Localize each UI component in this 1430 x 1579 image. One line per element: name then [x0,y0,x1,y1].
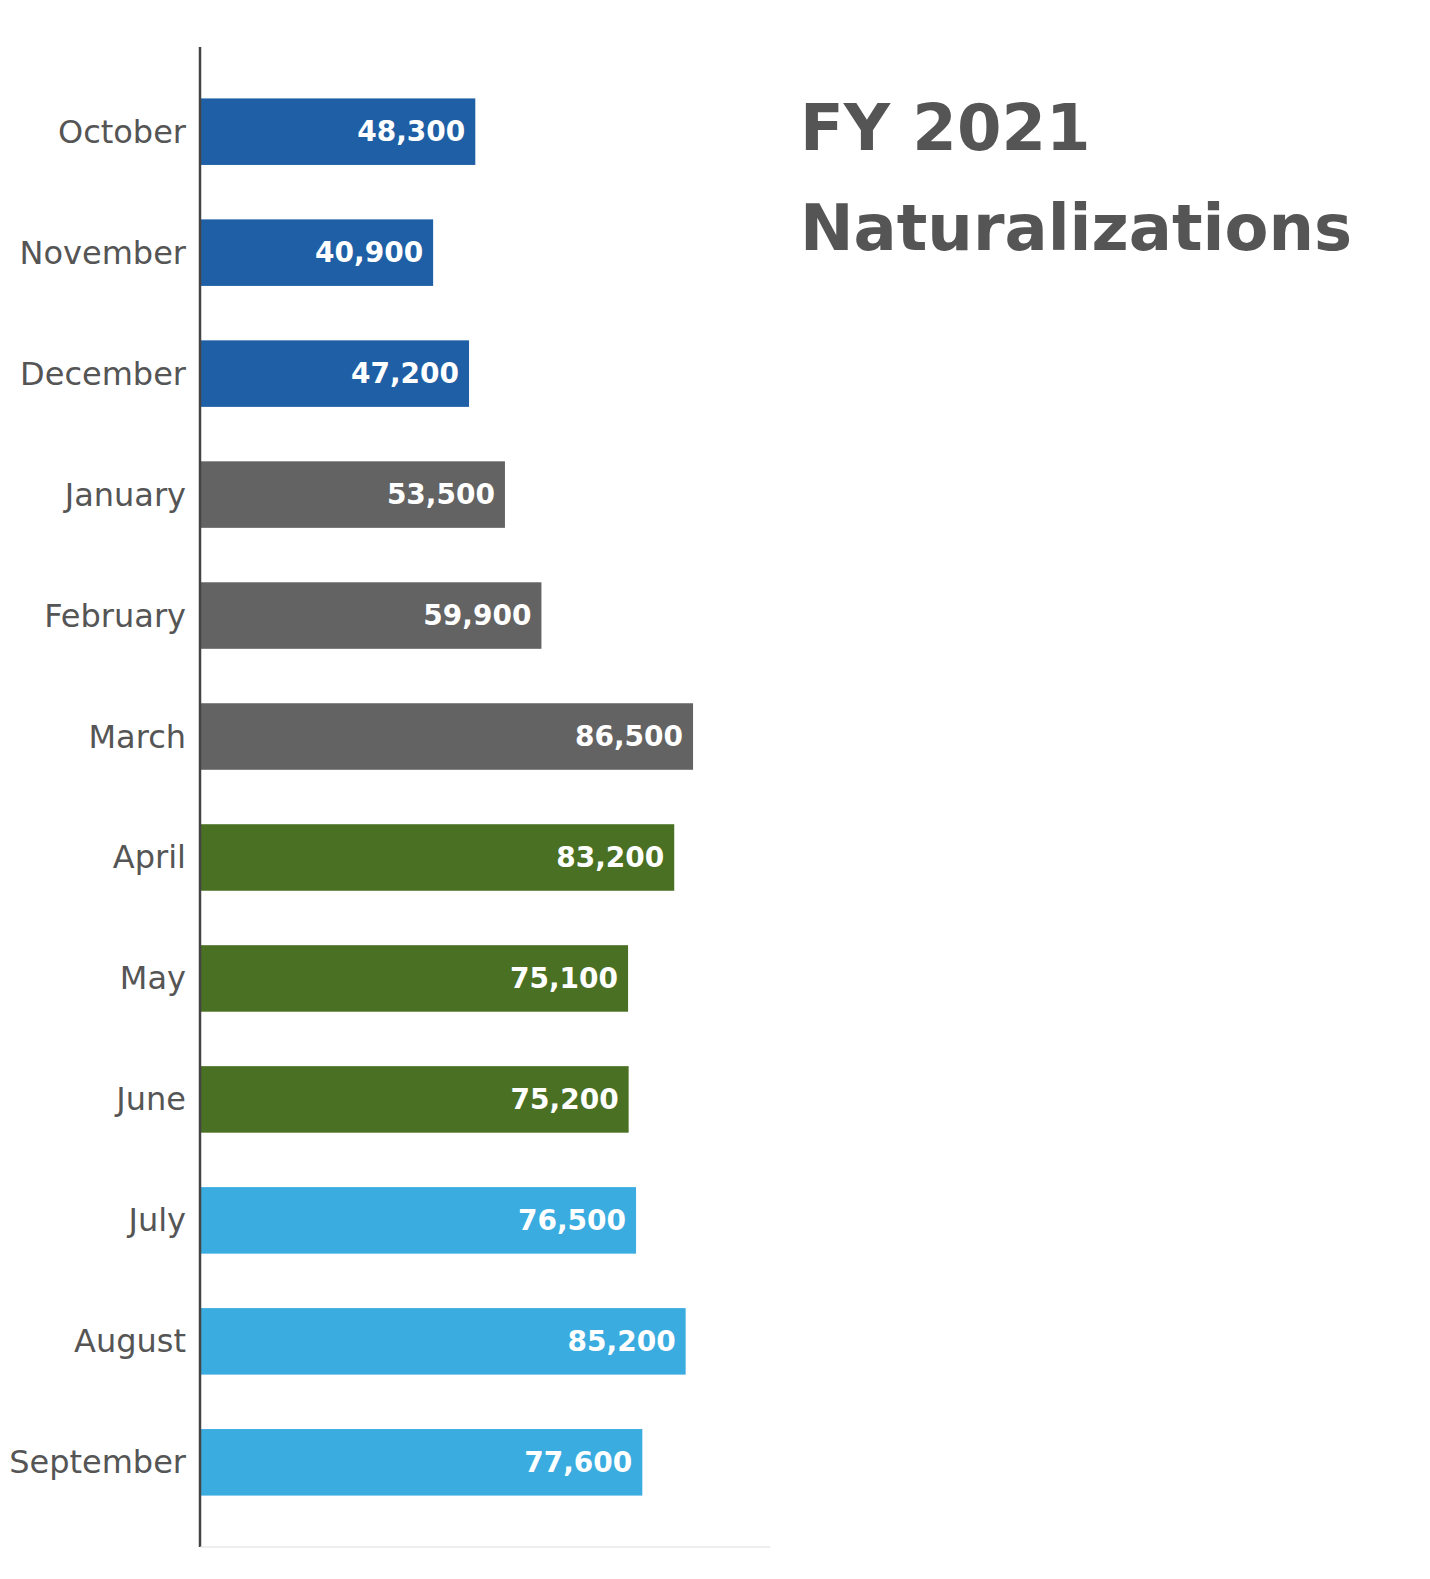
title: FY 2021 [800,91,1090,165]
category-label: March [88,718,186,756]
y-axis-line [199,47,202,1547]
data-label: 53,500 [387,478,495,511]
category-label: April [113,838,186,876]
bar [200,824,674,891]
chart-container: 48,300 40,900 47,200 53,500 59,900 86,500 83,2… [0,0,1430,1579]
data-label: 76,500 [518,1204,626,1237]
bar [200,461,505,528]
category-label: August [74,1322,186,1360]
x-axis-line [200,1547,770,1548]
bar [200,340,469,407]
category-label: May [120,959,186,997]
background [0,0,1430,1579]
bar [200,1308,686,1375]
bar [200,98,475,165]
category-label: January [63,476,186,514]
bar [200,582,541,649]
data-label: 77,600 [524,1446,632,1479]
bar [200,1066,629,1133]
data-label: 85,200 [568,1325,676,1358]
category-label: December [20,355,187,393]
data-label: 48,300 [357,115,465,148]
y-tick-labels: October November December January February Ma… [9,113,187,1482]
category-label: September [9,1443,187,1481]
data-label: 75,100 [510,962,618,995]
bar [200,703,693,770]
data-label: 86,500 [575,720,683,753]
bar [200,1187,636,1254]
bar [200,1429,642,1496]
data-label: 59,900 [423,599,531,632]
category-label: July [126,1201,186,1239]
bars [200,98,693,1495]
data-labels: 48,300 40,900 47,200 53,500 59,900 86,500 83,2… [315,115,683,1479]
data-label: 47,200 [351,357,459,390]
category-label: November [20,234,187,272]
data-label: 75,200 [511,1083,619,1116]
bar [200,219,433,286]
bar [200,945,628,1012]
data-label: 40,900 [315,236,423,269]
data-label: 83,200 [556,841,664,874]
category-label: February [44,597,186,635]
category-label: June [114,1080,186,1118]
subtitle: Naturalizations [800,191,1352,265]
category-label: October [58,113,187,151]
chart-svg: 48,300 40,900 47,200 53,500 59,900 86,500 83,2… [0,0,1430,1579]
